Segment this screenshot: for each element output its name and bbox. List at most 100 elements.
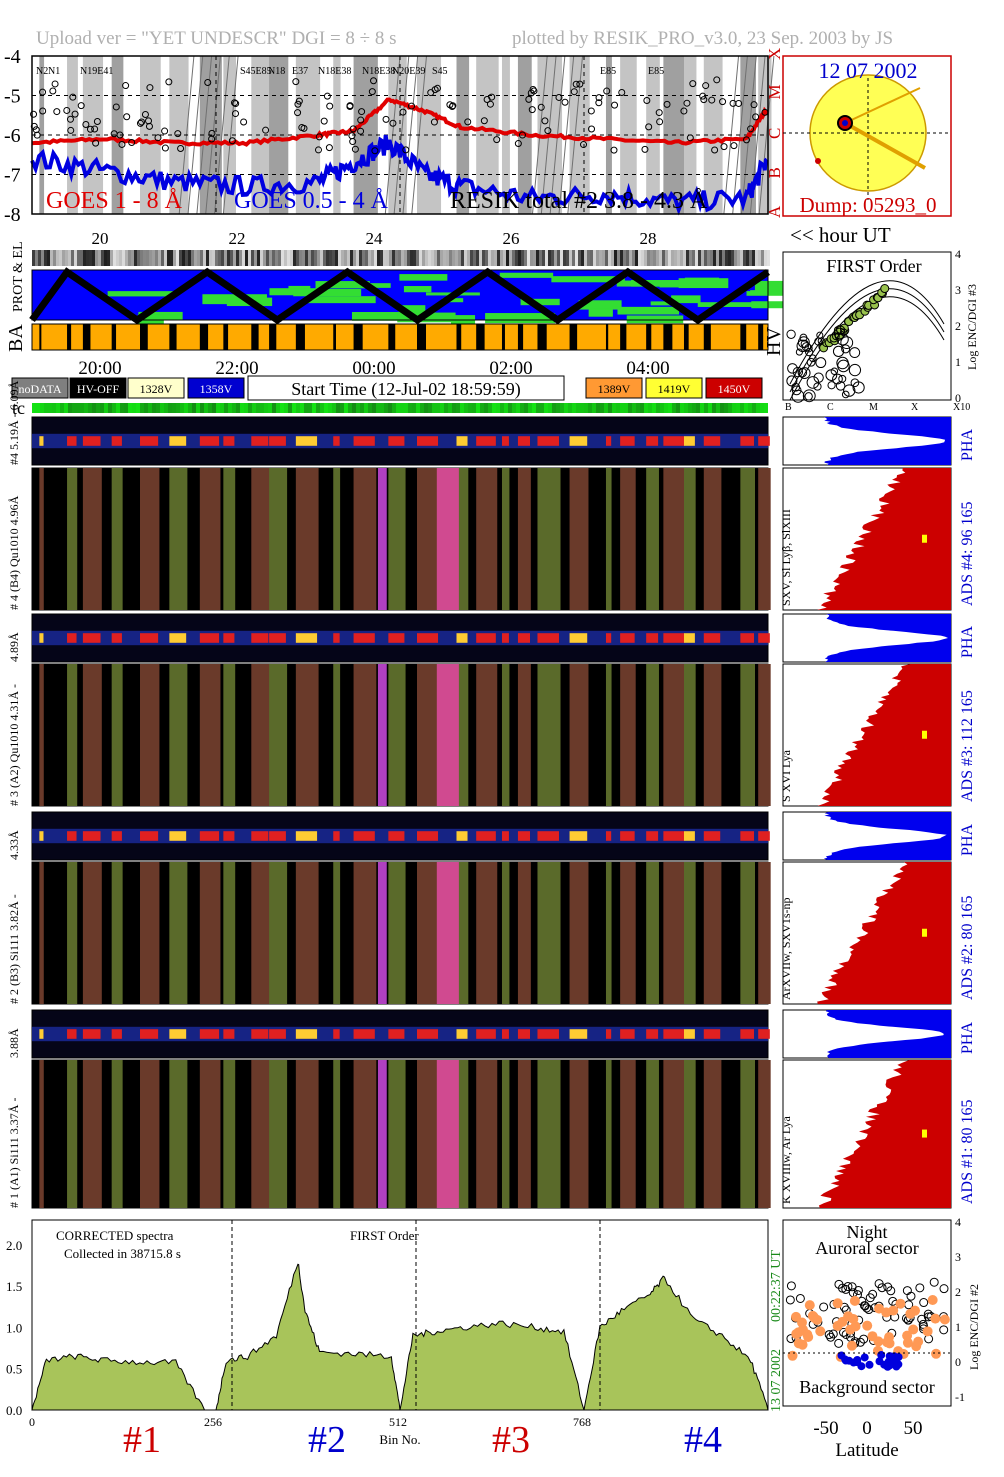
orbit-gray-cell [752,250,755,266]
spec-band [251,862,270,1004]
spectrum-xtick: 768 [573,1415,591,1429]
orbit-gray-cell [755,250,758,266]
first-order-point [830,367,839,375]
lat-auroral-point [793,1327,804,1338]
spec-band [476,664,498,806]
tc-cell [676,403,680,413]
spec-band [569,862,589,1004]
tc-cell [748,403,752,413]
lat-auroral-point [804,1300,815,1311]
resik-point [351,145,359,153]
pha-band [620,1029,635,1039]
tc-cell [520,403,524,413]
pha-band [501,1029,509,1039]
resik-point [572,80,580,88]
orbit-gray-cell [326,250,329,266]
tc-cell [296,403,300,413]
orbit-gray-cell [569,250,572,266]
resik-point [208,135,216,143]
spec-band [333,468,341,610]
tc-cell [100,403,104,413]
tc-cell [200,403,204,413]
orbit-gray-cell [167,250,170,266]
lat-ytick: 2 [955,1285,961,1299]
orbit-gray-cell [500,250,503,266]
goes-ytick: -6 [4,125,21,147]
orbit-gray-cell [269,250,272,266]
orbit-gray-cell [536,250,539,266]
tc-cell [468,403,472,413]
lat-auroral-point [846,1340,857,1351]
orbit-gray-cell [296,250,299,266]
pha-hist [783,812,951,860]
resik-point [122,82,130,90]
orbit-gray-cell [56,250,59,266]
first-order-point [806,357,816,367]
spec-lines-label: K XVIIIw, Ar Lya [779,1115,793,1204]
orbit-gray-cell [428,250,431,266]
tc-cell [628,403,632,413]
region-label: E85 [600,66,616,77]
orbit-gray-cell [641,250,644,266]
orbit-green-patch [754,280,791,291]
pha-band [199,1029,220,1039]
lat-auroral-point [815,1326,826,1337]
orbit-green-patch [499,272,554,278]
lat-point [865,1293,875,1303]
orbit-gray-cell [698,250,701,266]
spec-band [82,664,102,806]
pha-band [663,436,685,446]
pha-band [620,633,635,643]
tc-cell [508,403,512,413]
first-order-point [808,354,817,363]
spec-band [416,664,440,806]
orbit-gray-cell [758,250,761,266]
pha-band [456,436,468,446]
tc-cell [568,403,572,413]
pha-band [269,436,286,446]
goes-day-tick: 26 [503,229,520,248]
first-order-point [848,363,862,377]
tc-cell [252,403,256,413]
pha-band [140,1029,159,1039]
lat-background-point [886,1356,895,1365]
tc-cell [120,403,124,413]
lat-point [826,1332,836,1342]
lat-xtick: -50 [813,1418,838,1439]
lat-point [923,1309,933,1319]
orbit-gray-cell [419,250,422,266]
lat-background-point [875,1357,884,1366]
pha-band [388,1029,405,1039]
spec-band [140,1060,160,1208]
tc-cell [96,403,100,413]
orbit-gray-cell [173,250,176,266]
region-label: N1 [48,66,60,77]
spec-band [111,664,123,806]
orbit-gray-cell [50,250,53,266]
tc-cell [164,403,168,413]
lat-background-point [853,1355,862,1364]
orbit-gray-cell [80,250,83,266]
orbit-gray-cell [272,250,275,266]
orbit-gray-cell [332,250,335,266]
resik-point [483,95,491,103]
tc-cell [256,403,260,413]
orbit-gray-cell [383,250,386,266]
first-order-point [843,384,856,397]
orbit-gray-cell [131,250,134,266]
tc-cell [460,403,464,413]
orbit-gray-cell [731,250,734,266]
orbit-gray-cell [368,250,371,266]
resik-point [518,131,526,139]
legend-label: 1419V [658,382,691,396]
tc-cell [752,403,756,413]
tc-cell [400,403,404,413]
first-order-point [832,332,840,341]
orbit-time-tick: 22:00 [215,358,258,379]
first-order-point [832,373,843,385]
pha-hist [783,614,951,662]
tc-cell [300,403,304,413]
lat-auroral-point [845,1324,856,1335]
resik-point [430,118,438,126]
orbit-gray-cell [119,250,122,266]
